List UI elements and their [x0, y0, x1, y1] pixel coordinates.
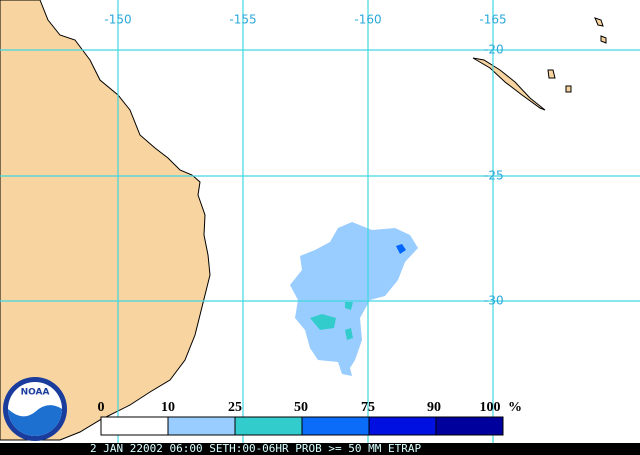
logo: NOAA	[3, 377, 67, 441]
legend-swatch	[167, 416, 236, 436]
logo-text: NOAA	[21, 388, 50, 398]
legend-label: 25	[228, 400, 242, 415]
legend-swatch	[301, 416, 370, 436]
legend-unit: %	[508, 400, 522, 415]
footer-bar	[0, 443, 640, 455]
lat-label: -30	[484, 294, 504, 308]
lat-label: -25	[484, 169, 504, 183]
lon-label: -150	[104, 13, 131, 27]
footer-text: 2 JAN 22002 06:00 SETH:00-06HR PROB >= 5…	[90, 442, 422, 455]
precip-10-25	[290, 222, 418, 376]
legend-label: 50	[294, 400, 308, 415]
graticule	[0, 0, 640, 443]
legend-label: 100	[480, 400, 501, 415]
legend-swatch	[435, 416, 504, 436]
legend-label: 10	[161, 400, 175, 415]
legend-label: 90	[427, 400, 441, 415]
island	[547, 17, 607, 93]
land	[0, 0, 211, 441]
island	[472, 57, 546, 111]
lon-label: -155	[229, 13, 256, 27]
legend-swatch	[368, 416, 437, 436]
legend	[100, 416, 504, 436]
precip-25-50	[310, 302, 353, 340]
precip-50-75	[396, 244, 406, 254]
legend-swatch	[100, 416, 169, 436]
lon-label: -160	[354, 13, 381, 27]
legend-label: 75	[361, 400, 375, 415]
legend-swatch	[234, 416, 303, 436]
legend-label: 0	[98, 400, 105, 415]
lat-label: -20	[484, 43, 504, 57]
lon-label: -165	[479, 13, 506, 27]
